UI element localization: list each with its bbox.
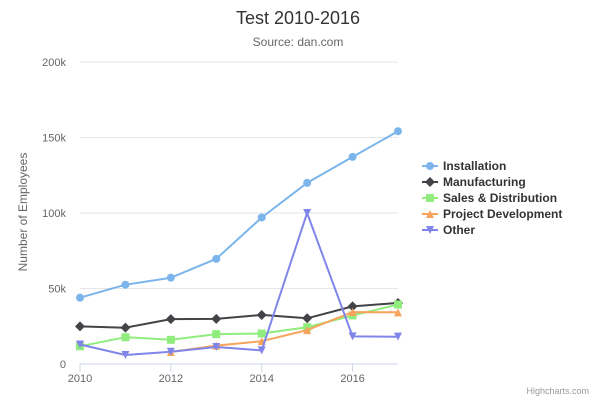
data-point[interactable] bbox=[303, 326, 312, 335]
credits-link[interactable]: Highcharts.com bbox=[526, 386, 589, 396]
data-point[interactable] bbox=[303, 209, 312, 217]
y-tick-label: 200k bbox=[42, 57, 66, 69]
legend-marker-icon bbox=[426, 162, 434, 170]
y-tick-label: 0 bbox=[60, 359, 66, 371]
legend-marker-icon bbox=[426, 210, 434, 218]
x-tick-label: 2016 bbox=[340, 373, 364, 385]
legend-marker-icon bbox=[426, 226, 434, 234]
data-point[interactable] bbox=[212, 254, 221, 263]
data-point[interactable] bbox=[257, 329, 266, 338]
data-point[interactable] bbox=[302, 313, 313, 324]
data-point[interactable] bbox=[166, 273, 175, 282]
data-point[interactable] bbox=[76, 340, 84, 349]
data-point[interactable] bbox=[166, 335, 175, 344]
data-point[interactable] bbox=[212, 343, 221, 352]
series-0[interactable] bbox=[76, 127, 402, 302]
data-point[interactable] bbox=[166, 347, 175, 356]
data-point[interactable] bbox=[75, 321, 85, 332]
data-point[interactable] bbox=[257, 346, 266, 355]
legend-item[interactable]: Sales & Distribution bbox=[422, 191, 557, 205]
y-tick-label: 150k bbox=[42, 133, 66, 145]
x-axis-ticks: 2010 2012 2014 2016 bbox=[68, 364, 365, 385]
legend[interactable]: Installation Manufacturing Sales & Distrib… bbox=[422, 159, 562, 237]
legend-label: Installation bbox=[443, 159, 506, 173]
data-point[interactable] bbox=[121, 351, 130, 360]
legend-item[interactable]: Installation bbox=[422, 159, 506, 173]
data-point[interactable] bbox=[121, 333, 130, 342]
data-point[interactable] bbox=[348, 332, 357, 341]
legend-marker-icon bbox=[425, 177, 435, 187]
data-point[interactable] bbox=[211, 313, 222, 324]
legend-item[interactable]: Other bbox=[422, 223, 475, 237]
series-line[interactable] bbox=[79, 301, 399, 329]
data-point[interactable] bbox=[256, 309, 267, 320]
grid-lines bbox=[80, 61, 398, 365]
chart-title: Test 2010-2016 bbox=[236, 8, 360, 28]
data-point[interactable] bbox=[394, 300, 402, 309]
data-point[interactable] bbox=[394, 127, 402, 136]
y-tick-label: 100k bbox=[42, 208, 66, 220]
legend-label: Other bbox=[443, 223, 475, 237]
data-point[interactable] bbox=[394, 308, 402, 317]
series-line[interactable] bbox=[79, 212, 399, 356]
legend-item[interactable]: Project Development bbox=[422, 207, 562, 221]
data-point[interactable] bbox=[348, 152, 357, 161]
series-group bbox=[75, 127, 403, 360]
data-point[interactable] bbox=[212, 330, 221, 339]
series-line[interactable] bbox=[79, 130, 399, 299]
x-tick-label: 2010 bbox=[68, 373, 92, 385]
legend-label: Sales & Distribution bbox=[443, 191, 557, 205]
x-tick-label: 2012 bbox=[159, 373, 183, 385]
data-point[interactable] bbox=[165, 314, 176, 325]
chart-subtitle: Source: dan.com bbox=[253, 35, 344, 49]
y-axis-title: Number of Employees bbox=[16, 153, 30, 272]
x-tick-label: 2014 bbox=[249, 373, 273, 385]
data-point[interactable] bbox=[121, 280, 130, 289]
data-point[interactable] bbox=[347, 301, 358, 312]
legend-label: Project Development bbox=[443, 207, 562, 221]
series-4[interactable] bbox=[76, 209, 402, 360]
y-tick-label: 50k bbox=[48, 284, 66, 296]
data-point[interactable] bbox=[394, 332, 402, 341]
legend-item[interactable]: Manufacturing bbox=[422, 175, 526, 189]
legend-label: Manufacturing bbox=[443, 175, 526, 189]
legend-marker-icon bbox=[426, 194, 434, 202]
data-point[interactable] bbox=[120, 322, 131, 333]
data-point[interactable] bbox=[257, 213, 266, 222]
y-axis-ticks: 0 50k 100k 150k 200k bbox=[42, 57, 66, 371]
series-line[interactable] bbox=[169, 311, 399, 353]
data-point[interactable] bbox=[348, 308, 357, 317]
data-point[interactable] bbox=[76, 293, 84, 302]
data-point[interactable] bbox=[303, 178, 312, 187]
